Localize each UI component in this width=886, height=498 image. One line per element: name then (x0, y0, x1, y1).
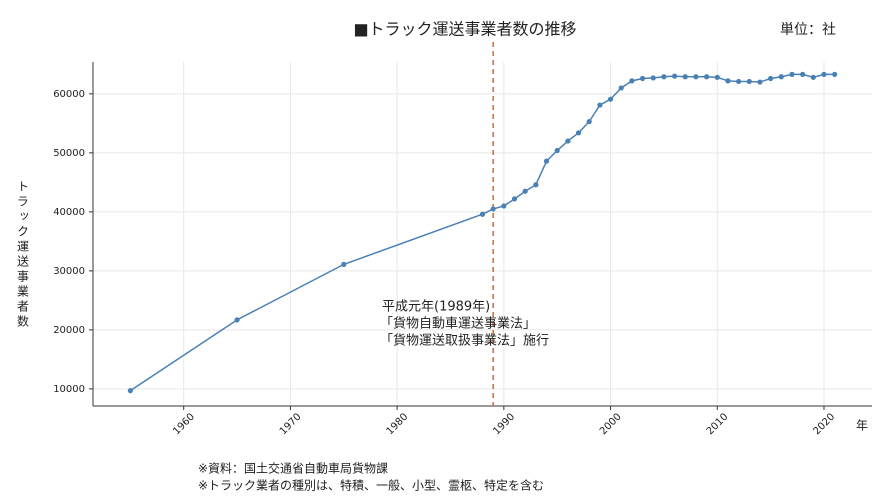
point (607, 96, 614, 102)
point (746, 78, 752, 85)
point (234, 317, 240, 323)
annotation: 平成元年(1989年) (382, 300, 490, 315)
point (757, 79, 763, 85)
point (682, 74, 688, 80)
point (703, 74, 710, 80)
point (629, 78, 635, 84)
point (693, 74, 699, 80)
point (725, 78, 731, 84)
footnote: ※資料：国土交通省自動車局貨物課 (198, 461, 388, 476)
y-axis-label: トラック運送事業者数 (16, 180, 30, 330)
point (768, 75, 774, 82)
x-tick-label: 2000 (598, 411, 624, 437)
point (789, 71, 795, 77)
unit-label: 単位：社 (780, 22, 836, 38)
point (586, 118, 592, 125)
point (661, 74, 667, 80)
x-tick-label: 1980 (385, 411, 411, 437)
footnote: ※トラック業者の種別は、特積、一般、小型、霊柩、特定を含む (198, 478, 544, 493)
y-tick-label: 50000 (53, 148, 85, 159)
point (554, 147, 560, 154)
annotation: 「貨物自動車運送事業法」 (380, 316, 536, 332)
point (800, 71, 806, 77)
point (736, 78, 742, 85)
y-tick-label: 10000 (53, 384, 85, 395)
point (479, 211, 486, 217)
y-tick-label: 60000 (53, 89, 85, 100)
point (597, 102, 603, 108)
point (832, 71, 838, 77)
point (714, 74, 720, 80)
point (671, 73, 678, 79)
point (575, 130, 582, 136)
point (490, 206, 496, 212)
point (618, 85, 624, 91)
point (501, 203, 507, 209)
point (639, 75, 646, 82)
point (821, 71, 827, 77)
x-tick-label: 2020 (811, 411, 837, 437)
y-tick-label: 40000 (53, 207, 85, 218)
point (127, 388, 133, 394)
annotation: 「貨物運送取扱事業法」施行 (380, 333, 549, 349)
y-tick-label: 20000 (53, 325, 85, 336)
point (810, 74, 816, 80)
point (543, 158, 550, 164)
point (565, 138, 571, 144)
y-tick-label: 30000 (53, 266, 85, 277)
point (778, 74, 784, 80)
x-tick-label: 1960 (171, 411, 197, 437)
point (650, 75, 656, 81)
point (522, 188, 528, 194)
x-tick-label: 2010 (705, 411, 731, 437)
point (511, 196, 518, 202)
x-tick-label: 1970 (278, 411, 304, 437)
chart-title: ■トラック運送事業者数の推移 (353, 20, 576, 39)
x-axis-label: 年 (856, 419, 868, 433)
point (341, 261, 347, 267)
point (533, 182, 539, 188)
x-tick-label: 1990 (491, 411, 517, 437)
